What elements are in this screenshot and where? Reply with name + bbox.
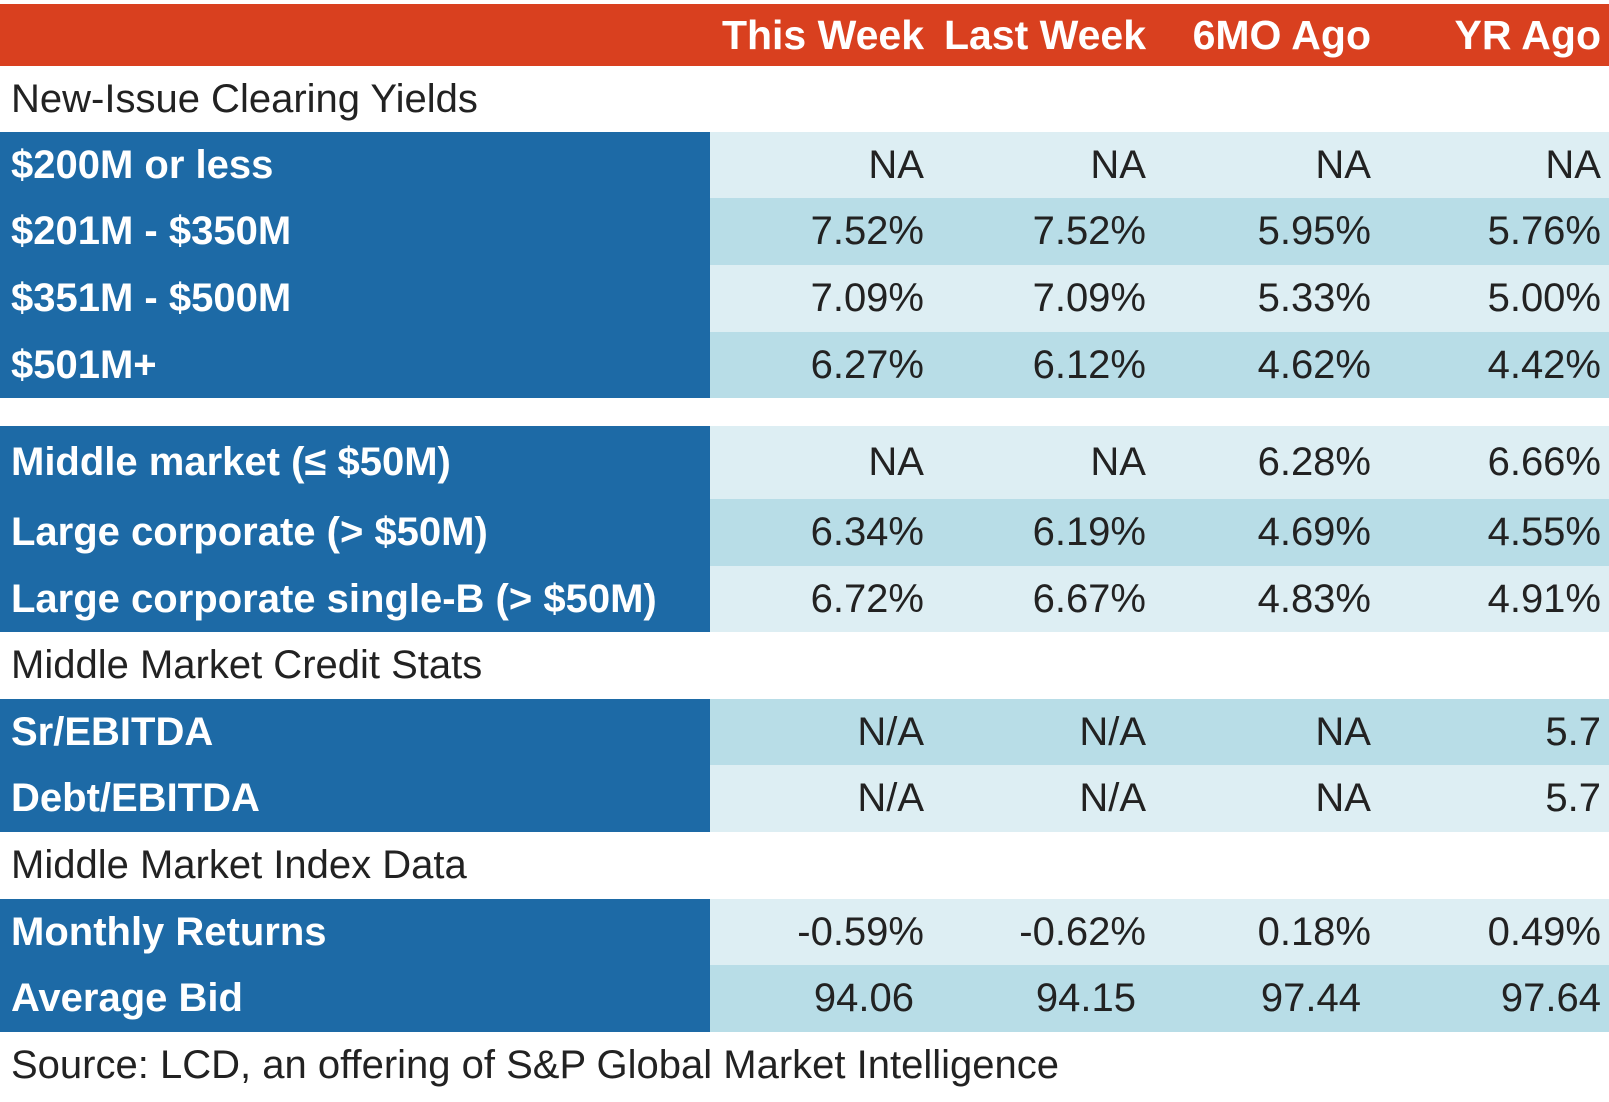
table-row: $200M or less NA NA NA NA — [0, 132, 1609, 198]
section-heading-index-data: Middle Market Index Data — [0, 832, 1609, 899]
value-last-week: 7.09% — [932, 265, 1154, 332]
value-this-week: N/A — [710, 765, 932, 832]
row-label: $351M - $500M — [0, 265, 710, 332]
value-yr-ago: 4.91% — [1379, 566, 1609, 632]
value-last-week: N/A — [932, 699, 1154, 765]
value-6mo-ago: 4.69% — [1154, 499, 1379, 566]
table-header: This Week Last Week 6MO Ago YR Ago — [0, 4, 1609, 66]
table-row: $201M - $350M 7.52% 7.52% 5.95% 5.76% — [0, 198, 1609, 265]
column-header-6mo-ago: 6MO Ago — [1192, 11, 1371, 58]
value-yr-ago: 5.76% — [1379, 198, 1609, 265]
value-yr-ago: 4.55% — [1379, 499, 1609, 566]
value-6mo-ago: 97.44 — [1154, 965, 1379, 1032]
row-label: Average Bid — [0, 965, 710, 1032]
section-title: Middle Market Index Data — [11, 843, 467, 887]
value-last-week: NA — [932, 132, 1154, 198]
value-this-week: 6.72% — [710, 566, 932, 632]
value-last-week: 94.15 — [932, 965, 1154, 1032]
value-last-week: 6.12% — [932, 332, 1154, 398]
table-row: Middle market (≤ $50M) NA NA 6.28% 6.66% — [0, 426, 1609, 499]
value-6mo-ago: 5.95% — [1154, 198, 1379, 265]
value-yr-ago: 97.64 — [1379, 965, 1609, 1032]
source-footnote: Source: LCD, an offering of S&P Global M… — [0, 1032, 1609, 1098]
value-yr-ago: NA — [1379, 132, 1609, 198]
table-row: Large corporate (> $50M) 6.34% 6.19% 4.6… — [0, 499, 1609, 566]
table-row: Monthly Returns -0.59% -0.62% 0.18% 0.49… — [0, 899, 1609, 965]
row-label: Monthly Returns — [0, 899, 710, 965]
row-label: $501M+ — [0, 332, 710, 398]
value-6mo-ago: 0.18% — [1154, 899, 1379, 965]
value-last-week: -0.62% — [932, 899, 1154, 965]
value-this-week: 94.06 — [710, 965, 932, 1032]
value-last-week: N/A — [932, 765, 1154, 832]
section-title: New-Issue Clearing Yields — [11, 76, 478, 121]
table-row: Sr/EBITDA N/A N/A NA 5.7 — [0, 699, 1609, 765]
value-yr-ago: 4.42% — [1379, 332, 1609, 398]
row-label: Debt/EBITDA — [0, 765, 710, 832]
section-title: Middle Market Credit Stats — [11, 643, 483, 687]
column-header-last-week: Last Week — [943, 11, 1146, 58]
value-6mo-ago: NA — [1154, 765, 1379, 832]
value-yr-ago: 6.66% — [1379, 426, 1609, 499]
value-6mo-ago: 4.62% — [1154, 332, 1379, 398]
value-6mo-ago: 6.28% — [1154, 426, 1379, 499]
section-heading-credit-stats: Middle Market Credit Stats — [0, 632, 1609, 699]
value-yr-ago: 5.7 — [1379, 699, 1609, 765]
value-6mo-ago: NA — [1154, 699, 1379, 765]
row-label: Large corporate single-B (> $50M) — [0, 566, 710, 632]
value-6mo-ago: 5.33% — [1154, 265, 1379, 332]
value-last-week: NA — [932, 426, 1154, 499]
value-last-week: 6.67% — [932, 566, 1154, 632]
table-row: $351M - $500M 7.09% 7.09% 5.33% 5.00% — [0, 265, 1609, 332]
value-this-week: 7.52% — [710, 198, 932, 265]
row-label: Sr/EBITDA — [0, 699, 710, 765]
value-this-week: NA — [710, 426, 932, 499]
row-label: $200M or less — [0, 132, 710, 198]
row-label: $201M - $350M — [0, 198, 710, 265]
value-yr-ago: 5.00% — [1379, 265, 1609, 332]
value-yr-ago: 5.7 — [1379, 765, 1609, 832]
value-yr-ago: 0.49% — [1379, 899, 1609, 965]
row-label: Large corporate (> $50M) — [0, 499, 710, 566]
column-header-this-week: This Week — [721, 11, 924, 58]
section-heading-new-issue: New-Issue Clearing Yields — [0, 66, 1609, 132]
value-this-week: -0.59% — [710, 899, 932, 965]
value-6mo-ago: 4.83% — [1154, 566, 1379, 632]
source-text: Source: LCD, an offering of S&P Global M… — [11, 1042, 1059, 1087]
value-this-week: 7.09% — [710, 265, 932, 332]
value-this-week: 6.27% — [710, 332, 932, 398]
table-row: $501M+ 6.27% 6.12% 4.62% 4.42% — [0, 332, 1609, 398]
value-this-week: 6.34% — [710, 499, 932, 566]
value-last-week: 7.52% — [932, 198, 1154, 265]
column-header-yr-ago: YR Ago — [1454, 11, 1601, 58]
value-last-week: 6.19% — [932, 499, 1154, 566]
table-row: Large corporate single-B (> $50M) 6.72% … — [0, 566, 1609, 632]
value-6mo-ago: NA — [1154, 132, 1379, 198]
value-this-week: NA — [710, 132, 932, 198]
value-this-week: N/A — [710, 699, 932, 765]
row-label: Middle market (≤ $50M) — [0, 426, 710, 499]
table-row: Average Bid 94.06 94.15 97.44 97.64 — [0, 965, 1609, 1032]
table-row: Debt/EBITDA N/A N/A NA 5.7 — [0, 765, 1609, 832]
